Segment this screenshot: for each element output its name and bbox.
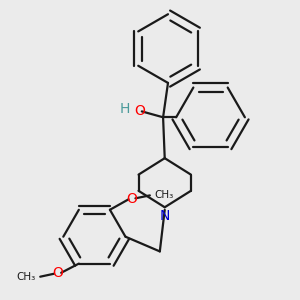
Text: O: O — [134, 104, 145, 118]
Text: CH₃: CH₃ — [16, 272, 35, 282]
Text: CH₃: CH₃ — [155, 190, 174, 200]
Text: O: O — [52, 266, 63, 280]
Text: H: H — [120, 102, 130, 116]
Text: N: N — [160, 209, 170, 223]
Text: O: O — [126, 192, 137, 206]
